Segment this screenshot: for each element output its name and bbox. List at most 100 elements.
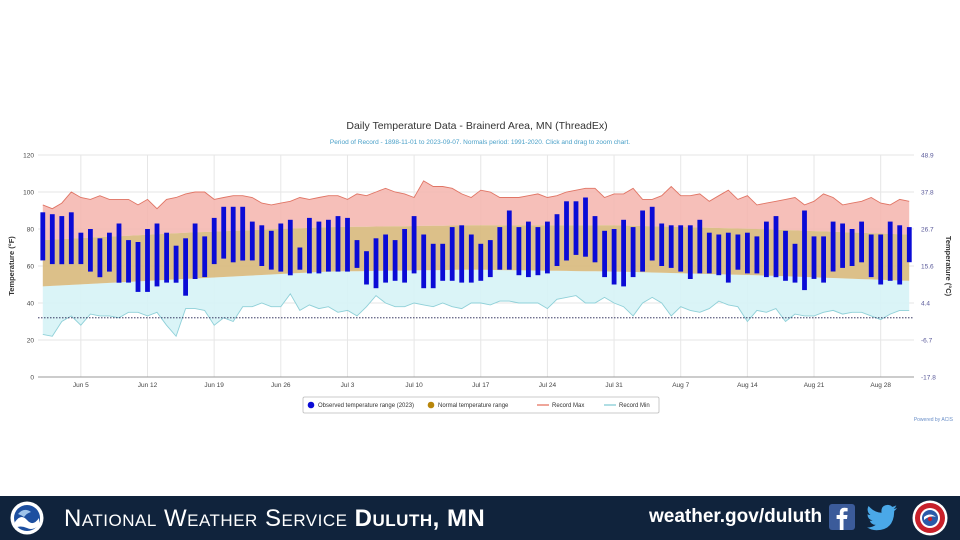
legend-label: Record Max: [552, 403, 584, 409]
observed-bar: [716, 234, 722, 276]
observed-bar: [221, 206, 227, 259]
observed-bar: [440, 243, 446, 281]
observed-bar: [383, 234, 388, 283]
y-axis-label-right: Temperature (°C): [944, 236, 953, 297]
y-tick-label-right: -6.7: [921, 338, 933, 345]
observed-bar: [268, 230, 274, 270]
website-link[interactable]: weather.gov/duluth: [649, 506, 823, 527]
noaa-logo-icon: [10, 501, 44, 535]
x-tick-label: Jul 24: [539, 382, 557, 389]
observed-bar: [430, 243, 436, 289]
observed-bar: [259, 225, 265, 266]
observed-bar: [97, 238, 103, 278]
observed-bar: [573, 201, 579, 255]
x-tick-label: Jun 5: [73, 382, 89, 389]
x-tick-label: Jun 19: [204, 382, 224, 389]
observed-bar: [421, 234, 427, 289]
office-name: National Weather Service Duluth, MN: [64, 505, 485, 533]
x-tick-label: Aug 14: [737, 382, 758, 389]
observed-bar: [59, 216, 65, 265]
facebook-icon[interactable]: [829, 504, 855, 530]
observed-bar: [145, 229, 150, 292]
twitter-icon[interactable]: [866, 504, 898, 532]
observed-bar: [678, 225, 684, 272]
observed-bar: [745, 232, 750, 274]
legend-box: [302, 396, 660, 414]
record-min-line: [42, 292, 910, 338]
y-tick-label-right: -17.8: [921, 375, 936, 382]
observed-bar: [316, 221, 322, 274]
observed-bar: [287, 219, 293, 276]
observed-bar: [88, 229, 93, 272]
chart-svg[interactable]: 0 -17.8 20 -6.7 40 4.4 60 15.6 80 26.7 100 37.8 120 4…: [0, 0, 960, 496]
observed-bar: [373, 238, 379, 289]
observed-bar: [449, 227, 455, 281]
observed-bar: [887, 221, 893, 281]
observed-bar: [354, 240, 360, 268]
y-tick-label: 40: [27, 301, 35, 308]
observed-bar: [116, 223, 122, 283]
x-tick-label: Jun 12: [138, 382, 158, 389]
observed-bar: [192, 223, 198, 279]
observed-bar: [411, 216, 417, 274]
observed-bar: [735, 234, 741, 270]
observed-bar: [478, 243, 484, 281]
observed-bar: [592, 216, 598, 263]
observed-bar: [230, 206, 236, 263]
y-tick-label-right: 15.6: [921, 264, 934, 271]
y-tick-label: 100: [23, 190, 34, 197]
observed-bar: [364, 251, 369, 285]
observed-bar: [754, 236, 760, 274]
observed-bar: [278, 223, 284, 272]
observed-bar: [202, 236, 208, 278]
observed-bar: [497, 227, 503, 270]
observed-bar: [697, 219, 703, 274]
temperature-chart[interactable]: 0 -17.8 20 -6.7 40 4.4 60 15.6 80 26.7 100 37.8 120 4…: [0, 0, 960, 496]
observed-bar: [878, 234, 884, 285]
observed-bar: [764, 221, 769, 278]
observed-bar: [621, 219, 626, 287]
x-tick-label: Jun 26: [271, 382, 291, 389]
observed-bar: [630, 227, 636, 278]
observed-bar: [506, 210, 512, 270]
observed-bar: [821, 236, 826, 283]
legend-marker: [307, 401, 315, 409]
observed-bar: [516, 227, 522, 276]
observed-bar: [249, 221, 255, 261]
observed-bar: [526, 221, 531, 278]
observed-bar: [802, 210, 807, 291]
footer-banner: National Weather Service Duluth, MN weat…: [0, 496, 960, 540]
observed-bar: [906, 227, 912, 263]
observed-bar: [611, 229, 617, 285]
observed-bar: [135, 242, 141, 292]
observed-bar: [897, 225, 903, 285]
y-tick-label-right: 48.9: [921, 153, 934, 160]
y-tick-label-right: 4.4: [921, 301, 930, 308]
legend-label: Normal temperature range: [438, 403, 509, 409]
y-tick-label-right: 26.7: [921, 227, 934, 234]
observed-bar: [564, 201, 569, 261]
observed-bar: [211, 217, 217, 265]
observed-bar: [811, 236, 817, 279]
x-tick-label: Jul 17: [472, 382, 490, 389]
plot-series: [38, 180, 914, 338]
observed-bar: [68, 212, 74, 265]
observed-bar: [183, 238, 188, 296]
chart-title: Daily Temperature Data - Brainerd Area, …: [346, 120, 607, 132]
legend-label: Record Min: [619, 403, 650, 409]
axes: 0 -17.8 20 -6.7 40 4.4 60 15.6 80 26.7 100 37.8 120 4…: [23, 153, 936, 390]
y-tick-label-right: 37.8: [921, 190, 934, 197]
record-max-line: [42, 180, 910, 210]
observed-bar: [773, 216, 779, 278]
y-tick-label: 20: [27, 338, 35, 345]
legend: Observed temperature range (2023) Normal …: [302, 396, 660, 414]
x-tick-label: Aug 28: [870, 382, 891, 389]
observed-bar: [840, 223, 845, 268]
observed-bar: [40, 212, 46, 261]
observed-bar: [602, 230, 607, 278]
observed-bar: [545, 221, 550, 274]
observed-bar: [725, 232, 731, 283]
y-tick-label: 60: [27, 264, 35, 271]
chart-credit: Powered by ACIS: [914, 417, 954, 423]
observed-bar: [830, 221, 836, 272]
